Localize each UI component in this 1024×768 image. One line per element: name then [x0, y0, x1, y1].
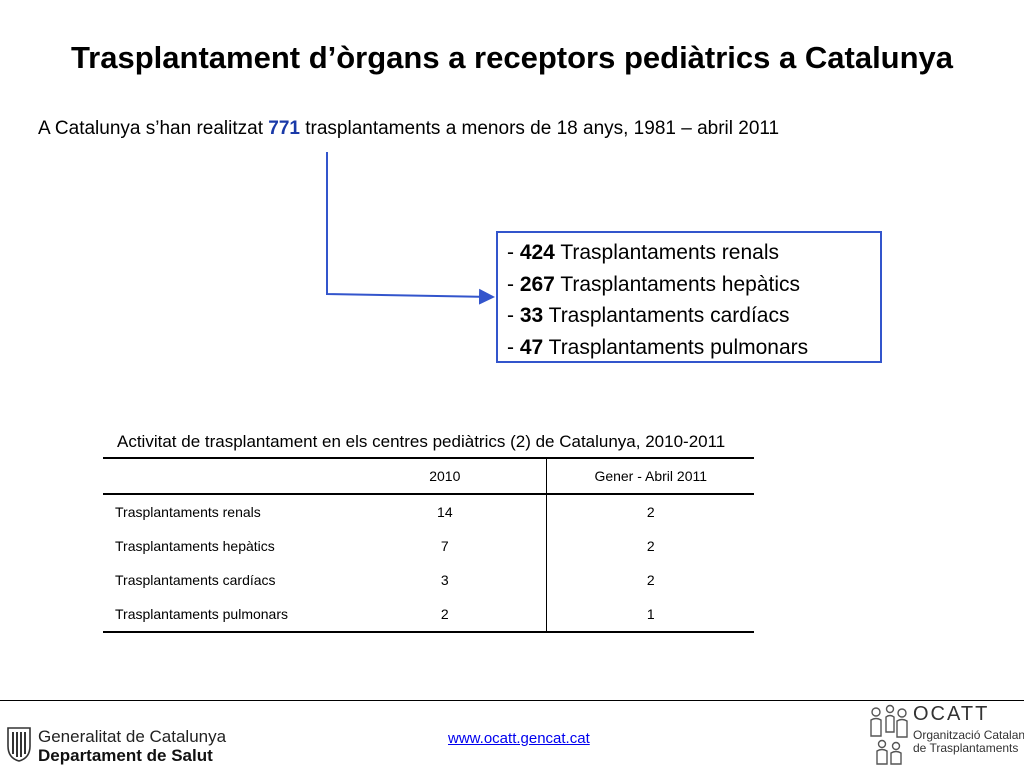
table-row: Trasplantaments renals 14 2 [103, 494, 754, 529]
breakdown-row-cardiac: - 33 Trasplantaments cardíacs [507, 300, 880, 332]
breakdown-count: 267 [520, 273, 555, 296]
table-caption: Activitat de trasplantament en els centr… [117, 432, 725, 452]
table-row: Trasplantaments hepàtics 7 2 [103, 529, 754, 563]
column-header-label [103, 458, 343, 494]
department-name: Departament de Salut [38, 746, 226, 765]
generalitat-logo-icon [6, 726, 32, 762]
column-header-2010: 2010 [343, 458, 547, 494]
table-header-row: 2010 Gener - Abril 2011 [103, 458, 754, 494]
breakdown-row-renal: - 424 Trasplantaments renals [507, 237, 880, 269]
breakdown-count: 47 [520, 336, 543, 359]
cell-2010: 7 [343, 529, 547, 563]
breakdown-row-hepatic: - 267 Trasplantaments hepàtics [507, 269, 880, 301]
cell-2011: 1 [547, 597, 754, 632]
column-header-2011: Gener - Abril 2011 [547, 458, 754, 494]
breakdown-row-pulmonary: - 47 Trasplantaments pulmonars [507, 332, 880, 364]
government-name: Generalitat de Catalunya [38, 727, 226, 746]
ocatt-full-line-2: de Trasplantaments [913, 742, 1024, 755]
cell-2010: 14 [343, 494, 547, 529]
row-label: Trasplantaments pulmonars [103, 597, 343, 632]
breakdown-label: Trasplantaments pulmonars [543, 336, 808, 359]
cell-2011: 2 [547, 529, 754, 563]
generalitat-branding: Generalitat de Catalunya Departament de … [38, 727, 226, 765]
cell-2010: 2 [343, 597, 547, 632]
breakdown-label: Trasplantaments cardíacs [543, 304, 789, 327]
breakdown-count: 424 [520, 241, 555, 264]
cell-2010: 3 [343, 563, 547, 597]
cell-2011: 2 [547, 563, 754, 597]
transplant-breakdown-box: - 424 Trasplantaments renals - 267 Trasp… [496, 231, 882, 363]
table-row: Trasplantaments pulmonars 2 1 [103, 597, 754, 632]
breakdown-count: 33 [520, 304, 543, 327]
ocatt-acronym: OCATT [913, 703, 989, 726]
row-label: Trasplantaments hepàtics [103, 529, 343, 563]
breakdown-label: Trasplantaments renals [555, 241, 779, 264]
table-row: Trasplantaments cardíacs 3 2 [103, 563, 754, 597]
activity-table: 2010 Gener - Abril 2011 Trasplantaments … [103, 457, 754, 633]
row-label: Trasplantaments cardíacs [103, 563, 343, 597]
cell-2011: 2 [547, 494, 754, 529]
ocatt-people-logo-icon [866, 702, 912, 766]
ocatt-full-name: Organització Catalana de Trasplantaments [913, 729, 1024, 755]
row-label: Trasplantaments renals [103, 494, 343, 529]
website-link[interactable]: www.ocatt.gencat.cat [448, 730, 590, 747]
breakdown-label: Trasplantaments hepàtics [555, 273, 800, 296]
footer-divider [0, 700, 1024, 701]
